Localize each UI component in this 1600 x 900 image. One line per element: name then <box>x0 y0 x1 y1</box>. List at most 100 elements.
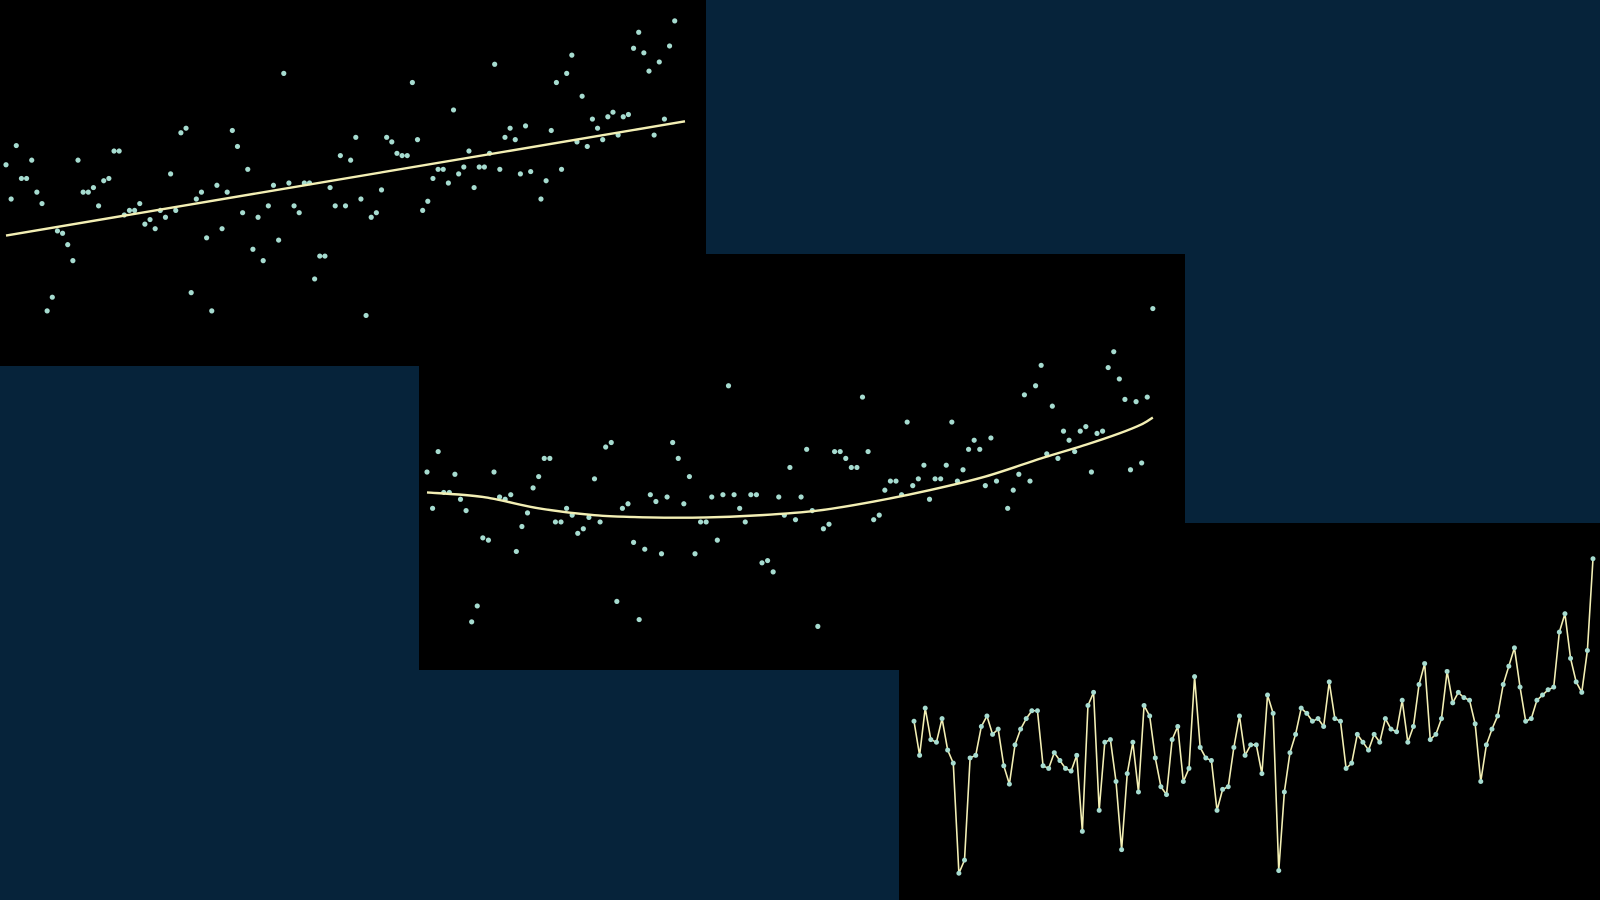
data-point <box>250 247 255 252</box>
data-point <box>960 467 965 472</box>
data-point <box>1259 771 1264 776</box>
data-point <box>956 871 961 876</box>
data-point <box>1130 740 1135 745</box>
data-point <box>709 494 714 499</box>
data-point <box>944 463 949 468</box>
data-point <box>945 748 950 753</box>
data-point <box>1050 404 1055 409</box>
data-point <box>75 158 80 163</box>
data-point <box>348 158 353 163</box>
data-point <box>530 485 535 490</box>
data-point <box>519 524 524 529</box>
data-point <box>1139 460 1144 465</box>
data-point <box>153 226 158 231</box>
data-point <box>595 126 600 131</box>
data-point <box>1080 829 1085 834</box>
data-point <box>1237 714 1242 719</box>
data-point <box>1122 397 1127 402</box>
data-point <box>893 478 898 483</box>
data-point <box>585 144 590 149</box>
data-point <box>415 137 420 142</box>
data-point <box>1150 306 1155 311</box>
data-point <box>317 253 322 258</box>
data-point <box>1411 724 1416 729</box>
data-point <box>1327 679 1332 684</box>
data-point <box>1293 732 1298 737</box>
data-point <box>1562 611 1567 616</box>
data-point <box>178 130 183 135</box>
data-point <box>1579 690 1584 695</box>
data-point <box>1108 737 1113 742</box>
data-point <box>1069 769 1074 774</box>
data-point <box>949 419 954 424</box>
data-point <box>681 501 686 506</box>
data-point <box>1083 424 1088 429</box>
data-point <box>1271 711 1276 716</box>
data-point <box>1473 721 1478 726</box>
data-point <box>245 167 250 172</box>
data-point <box>492 62 497 67</box>
data-point <box>1450 700 1455 705</box>
data-point <box>297 210 302 215</box>
data-point <box>1018 727 1023 732</box>
data-point <box>81 190 86 195</box>
data-point <box>1366 748 1371 753</box>
data-point <box>1046 766 1051 771</box>
data-point <box>1078 429 1083 434</box>
data-point <box>60 231 65 236</box>
data-point <box>923 706 928 711</box>
data-point <box>1349 761 1354 766</box>
data-point <box>142 222 147 227</box>
data-point <box>832 449 837 454</box>
data-point <box>424 469 429 474</box>
data-point <box>1534 698 1539 703</box>
data-point <box>1433 732 1438 737</box>
data-point <box>271 183 276 188</box>
data-point <box>9 196 14 201</box>
data-point <box>1039 363 1044 368</box>
data-point <box>1518 685 1523 690</box>
data-point <box>1529 716 1534 721</box>
data-point <box>575 531 580 536</box>
data-point <box>636 30 641 35</box>
data-point <box>849 465 854 470</box>
data-point <box>379 187 384 192</box>
data-point <box>1035 708 1040 713</box>
data-point <box>1175 724 1180 729</box>
data-point <box>106 176 111 181</box>
data-point <box>921 463 926 468</box>
data-point <box>137 201 142 206</box>
data-point <box>631 540 636 545</box>
data-point <box>1557 630 1562 635</box>
data-point <box>1203 755 1208 760</box>
data-point <box>962 858 967 863</box>
data-point <box>338 153 343 158</box>
data-point <box>917 753 922 758</box>
data-point <box>255 215 260 220</box>
data-point <box>1128 467 1133 472</box>
data-point <box>798 494 803 499</box>
data-point <box>322 253 327 258</box>
data-point <box>731 492 736 497</box>
data-point <box>676 456 681 461</box>
data-point <box>374 210 379 215</box>
data-point <box>934 740 939 745</box>
data-point <box>580 94 585 99</box>
data-point <box>14 143 19 148</box>
data-point <box>542 456 547 461</box>
data-point <box>101 178 106 183</box>
data-point <box>621 114 626 119</box>
data-point <box>1332 716 1337 721</box>
data-point <box>715 538 720 543</box>
data-point <box>1119 847 1124 852</box>
data-point <box>1111 349 1116 354</box>
data-point <box>475 603 480 608</box>
data-point <box>111 148 116 153</box>
data-point <box>528 169 533 174</box>
data-point <box>1422 661 1427 666</box>
data-point <box>430 176 435 181</box>
data-point <box>652 132 657 137</box>
data-point <box>435 167 440 172</box>
data-point <box>1405 740 1410 745</box>
data-point <box>1085 703 1090 708</box>
